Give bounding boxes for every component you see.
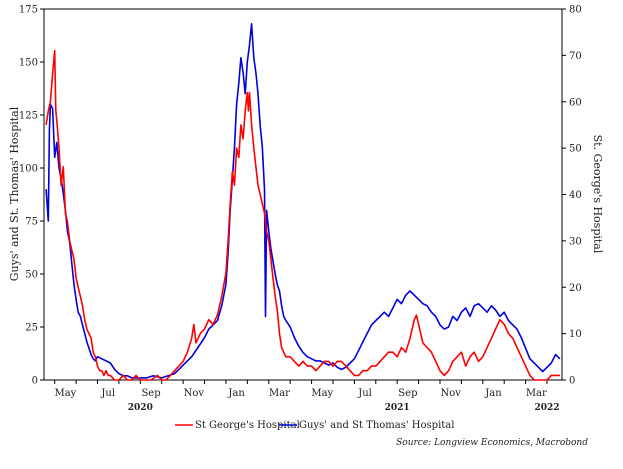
x-tick-label: Jul xyxy=(357,388,372,399)
x-tick-label: Mar xyxy=(526,388,547,399)
y-left-tick-label: 25 xyxy=(25,323,38,334)
y-right-tick-label: 10 xyxy=(569,329,582,340)
x-year-label: 2020 xyxy=(128,403,153,413)
source-note: Source: Longview Economics, Macrobond xyxy=(396,438,588,448)
x-axis-ticks: May Jul Sep Nov Jan Mar May Jul Sep Nov Jan Mar xyxy=(54,380,548,399)
x-tick-label: Sep xyxy=(398,388,417,399)
y-right-tick-label: 60 xyxy=(569,97,582,108)
series-layer xyxy=(45,23,561,381)
x-axis-year-labels: 2020 2021 2022 xyxy=(128,403,560,413)
plot-frame xyxy=(43,8,563,381)
y-axis-left-ticks: 0 25 50 75 100 125 150 175 xyxy=(19,5,44,387)
x-tick-label: Jan xyxy=(227,388,245,399)
y-right-tick-label: 50 xyxy=(569,144,582,155)
x-year-label: 2021 xyxy=(385,403,410,413)
x-tick-label: Jul xyxy=(100,388,115,399)
y-left-tick-label: 50 xyxy=(25,270,38,281)
x-tick-label: Nov xyxy=(184,388,205,399)
y-left-tick-label: 0 xyxy=(32,376,38,387)
x-tick-label: Sep xyxy=(141,388,160,399)
y-right-tick-label: 0 xyxy=(569,376,575,387)
y-left-tick-label: 125 xyxy=(19,111,38,122)
legend-label-st-georges: St George's Hospital xyxy=(195,420,300,431)
legend-label-guys-st-thomas: Guys' and St Thomas' Hospital xyxy=(299,420,454,431)
x-tick-label: Mar xyxy=(269,388,290,399)
legend: St George's Hospital Guys' and St Thomas… xyxy=(175,420,454,431)
y-axis-left-label: Guys' and St. Thomas' Hospital xyxy=(8,106,21,281)
x-tick-label: Jan xyxy=(484,388,502,399)
y-left-tick-label: 150 xyxy=(19,58,38,69)
y-right-tick-label: 20 xyxy=(569,283,582,294)
y-left-tick-label: 100 xyxy=(19,164,38,175)
y-axis-right-label: St. George's Hospital xyxy=(591,135,604,254)
y-right-tick-label: 80 xyxy=(569,5,582,16)
x-tick-label: Nov xyxy=(440,388,461,399)
x-tick-label: May xyxy=(54,388,76,399)
y-left-tick-label: 175 xyxy=(19,5,38,16)
x-year-label: 2022 xyxy=(534,403,559,413)
x-tick-label: May xyxy=(311,388,333,399)
series-line-st-georges xyxy=(45,49,560,381)
y-axis-right-ticks: 0 10 20 30 40 50 60 70 80 xyxy=(562,5,582,387)
y-right-tick-label: 40 xyxy=(569,190,582,201)
y-right-tick-label: 70 xyxy=(569,51,582,62)
series-line-guys-st-thomas xyxy=(45,23,561,379)
y-right-tick-label: 30 xyxy=(569,236,582,247)
y-left-tick-label: 75 xyxy=(25,217,38,228)
